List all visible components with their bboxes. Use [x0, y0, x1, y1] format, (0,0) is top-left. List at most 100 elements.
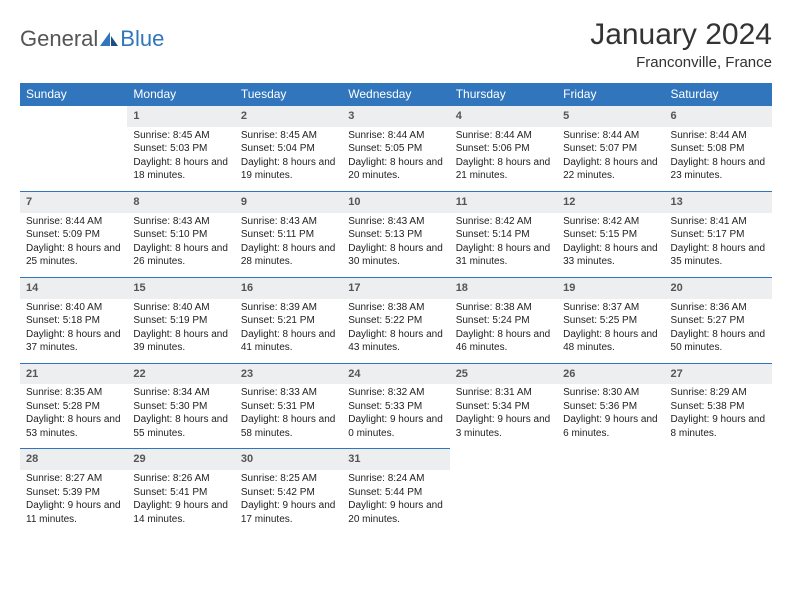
day-content-row: Sunrise: 8:27 AMSunset: 5:39 PMDaylight:… [20, 470, 772, 534]
day-number-cell: 30 [235, 449, 342, 470]
day-content-cell: Sunrise: 8:44 AMSunset: 5:08 PMDaylight:… [665, 127, 772, 192]
day-number-cell [20, 106, 127, 127]
day-number-cell: 13 [665, 191, 772, 212]
sunset-line: Sunset: 5:06 PM [456, 142, 551, 156]
sunset-line: Sunset: 5:11 PM [241, 228, 336, 242]
daylight-line: Daylight: 8 hours and 35 minutes. [671, 242, 766, 269]
day-content-cell: Sunrise: 8:45 AMSunset: 5:04 PMDaylight:… [235, 127, 342, 192]
day-content-cell: Sunrise: 8:43 AMSunset: 5:10 PMDaylight:… [127, 213, 234, 278]
sunset-line: Sunset: 5:15 PM [563, 228, 658, 242]
sunset-line: Sunset: 5:33 PM [348, 400, 443, 414]
daylight-line: Daylight: 8 hours and 23 minutes. [671, 156, 766, 183]
day-number-cell: 9 [235, 191, 342, 212]
daylight-line: Daylight: 8 hours and 46 minutes. [456, 328, 551, 355]
sunset-line: Sunset: 5:41 PM [133, 486, 228, 500]
sunrise-line: Sunrise: 8:44 AM [671, 129, 766, 143]
day-content-cell: Sunrise: 8:31 AMSunset: 5:34 PMDaylight:… [450, 384, 557, 449]
sunset-line: Sunset: 5:18 PM [26, 314, 121, 328]
day-number-cell: 1 [127, 106, 234, 127]
day-content-cell: Sunrise: 8:40 AMSunset: 5:18 PMDaylight:… [20, 299, 127, 364]
sunrise-line: Sunrise: 8:43 AM [133, 215, 228, 229]
day-content-cell: Sunrise: 8:44 AMSunset: 5:06 PMDaylight:… [450, 127, 557, 192]
day-content-cell: Sunrise: 8:43 AMSunset: 5:13 PMDaylight:… [342, 213, 449, 278]
sunrise-line: Sunrise: 8:35 AM [26, 386, 121, 400]
sunset-line: Sunset: 5:36 PM [563, 400, 658, 414]
day-number-cell: 12 [557, 191, 664, 212]
day-content-row: Sunrise: 8:44 AMSunset: 5:09 PMDaylight:… [20, 213, 772, 278]
sunset-line: Sunset: 5:25 PM [563, 314, 658, 328]
day-content-cell: Sunrise: 8:25 AMSunset: 5:42 PMDaylight:… [235, 470, 342, 534]
day-number-cell: 22 [127, 363, 234, 384]
sunrise-line: Sunrise: 8:40 AM [26, 301, 121, 315]
day-number-cell [557, 449, 664, 470]
location-label: Franconville, France [590, 54, 772, 71]
daylight-line: Daylight: 8 hours and 41 minutes. [241, 328, 336, 355]
sunset-line: Sunset: 5:42 PM [241, 486, 336, 500]
sunrise-line: Sunrise: 8:44 AM [563, 129, 658, 143]
day-content-cell [665, 470, 772, 534]
daylight-line: Daylight: 8 hours and 50 minutes. [671, 328, 766, 355]
weekday-header-row: Sunday Monday Tuesday Wednesday Thursday… [20, 83, 772, 106]
daylight-line: Daylight: 8 hours and 19 minutes. [241, 156, 336, 183]
weekday-header: Wednesday [342, 83, 449, 106]
daylight-line: Daylight: 9 hours and 8 minutes. [671, 413, 766, 440]
daylight-line: Daylight: 8 hours and 18 minutes. [133, 156, 228, 183]
day-content-cell: Sunrise: 8:44 AMSunset: 5:09 PMDaylight:… [20, 213, 127, 278]
sunrise-line: Sunrise: 8:26 AM [133, 472, 228, 486]
daylight-line: Daylight: 8 hours and 28 minutes. [241, 242, 336, 269]
sunrise-line: Sunrise: 8:33 AM [241, 386, 336, 400]
day-content-cell: Sunrise: 8:29 AMSunset: 5:38 PMDaylight:… [665, 384, 772, 449]
sunrise-line: Sunrise: 8:27 AM [26, 472, 121, 486]
day-number-cell: 25 [450, 363, 557, 384]
day-number-cell: 7 [20, 191, 127, 212]
daylight-line: Daylight: 8 hours and 21 minutes. [456, 156, 551, 183]
day-number-cell: 20 [665, 277, 772, 298]
daylight-line: Daylight: 8 hours and 20 minutes. [348, 156, 443, 183]
sunrise-line: Sunrise: 8:37 AM [563, 301, 658, 315]
day-content-cell: Sunrise: 8:38 AMSunset: 5:22 PMDaylight:… [342, 299, 449, 364]
day-content-cell: Sunrise: 8:27 AMSunset: 5:39 PMDaylight:… [20, 470, 127, 534]
sunset-line: Sunset: 5:44 PM [348, 486, 443, 500]
sunrise-line: Sunrise: 8:44 AM [26, 215, 121, 229]
sunrise-line: Sunrise: 8:44 AM [348, 129, 443, 143]
weekday-header: Friday [557, 83, 664, 106]
sunset-line: Sunset: 5:30 PM [133, 400, 228, 414]
day-number-row: 78910111213 [20, 191, 772, 212]
daylight-line: Daylight: 8 hours and 33 minutes. [563, 242, 658, 269]
weekday-header: Tuesday [235, 83, 342, 106]
sunrise-line: Sunrise: 8:45 AM [133, 129, 228, 143]
sunset-line: Sunset: 5:04 PM [241, 142, 336, 156]
sunrise-line: Sunrise: 8:43 AM [241, 215, 336, 229]
day-content-cell [450, 470, 557, 534]
day-number-cell: 2 [235, 106, 342, 127]
sunset-line: Sunset: 5:38 PM [671, 400, 766, 414]
day-content-cell: Sunrise: 8:45 AMSunset: 5:03 PMDaylight:… [127, 127, 234, 192]
weekday-header: Monday [127, 83, 234, 106]
sunrise-line: Sunrise: 8:34 AM [133, 386, 228, 400]
sunset-line: Sunset: 5:08 PM [671, 142, 766, 156]
sunrise-line: Sunrise: 8:45 AM [241, 129, 336, 143]
page-header: General Blue January 2024 Franconville, … [20, 18, 772, 71]
day-number-cell: 5 [557, 106, 664, 127]
daylight-line: Daylight: 8 hours and 43 minutes. [348, 328, 443, 355]
day-number-row: 123456 [20, 106, 772, 127]
weekday-header: Sunday [20, 83, 127, 106]
day-content-cell: Sunrise: 8:32 AMSunset: 5:33 PMDaylight:… [342, 384, 449, 449]
day-content-cell: Sunrise: 8:38 AMSunset: 5:24 PMDaylight:… [450, 299, 557, 364]
day-number-row: 21222324252627 [20, 363, 772, 384]
daylight-line: Daylight: 8 hours and 26 minutes. [133, 242, 228, 269]
day-content-cell: Sunrise: 8:42 AMSunset: 5:14 PMDaylight:… [450, 213, 557, 278]
day-content-cell: Sunrise: 8:34 AMSunset: 5:30 PMDaylight:… [127, 384, 234, 449]
sunset-line: Sunset: 5:07 PM [563, 142, 658, 156]
sunrise-line: Sunrise: 8:41 AM [671, 215, 766, 229]
sunset-line: Sunset: 5:27 PM [671, 314, 766, 328]
day-number-cell: 3 [342, 106, 449, 127]
daylight-line: Daylight: 9 hours and 20 minutes. [348, 499, 443, 526]
day-number-cell: 4 [450, 106, 557, 127]
day-number-cell [665, 449, 772, 470]
daylight-line: Daylight: 9 hours and 17 minutes. [241, 499, 336, 526]
daylight-line: Daylight: 8 hours and 53 minutes. [26, 413, 121, 440]
day-content-cell: Sunrise: 8:33 AMSunset: 5:31 PMDaylight:… [235, 384, 342, 449]
day-number-cell: 16 [235, 277, 342, 298]
daylight-line: Daylight: 8 hours and 31 minutes. [456, 242, 551, 269]
